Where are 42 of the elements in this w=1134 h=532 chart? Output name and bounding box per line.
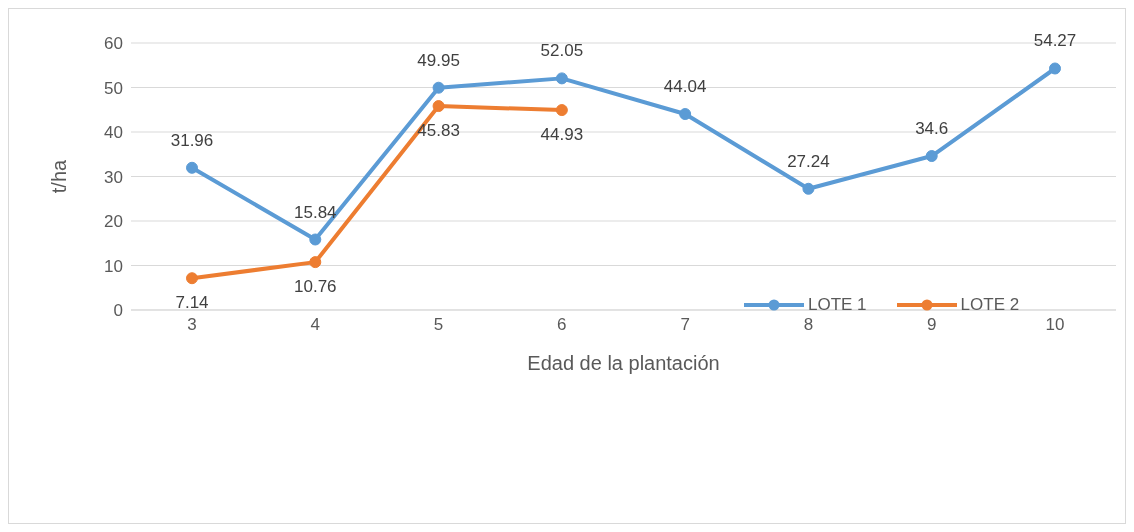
y-tick-label: 20 bbox=[104, 212, 123, 232]
point bbox=[802, 182, 815, 195]
y-tick-label: 40 bbox=[104, 123, 123, 143]
point bbox=[555, 72, 568, 85]
data-label: 7.14 bbox=[175, 293, 209, 313]
point bbox=[555, 104, 568, 117]
point bbox=[186, 272, 198, 285]
point bbox=[309, 256, 322, 269]
legend-label: LOTE 1 bbox=[808, 295, 867, 315]
data-label: 49.95 bbox=[417, 50, 460, 70]
x-tick-label: 9 bbox=[926, 315, 937, 335]
point bbox=[432, 100, 445, 113]
y-tick-label: 50 bbox=[104, 78, 123, 98]
x-tick-label: 3 bbox=[187, 315, 197, 335]
point bbox=[925, 150, 938, 163]
data-label: 34.6 bbox=[915, 119, 949, 139]
y-tick-label: 0 bbox=[113, 301, 123, 321]
x-tick-label: 4 bbox=[310, 315, 321, 335]
data-label: 44.93 bbox=[540, 125, 584, 145]
data-label: 54.27 bbox=[1033, 31, 1077, 51]
data-label: 52.05 bbox=[540, 41, 584, 61]
point bbox=[679, 108, 692, 121]
x-tick-label: 7 bbox=[680, 315, 690, 335]
y-tick-label: 10 bbox=[104, 256, 123, 276]
data-label: 15.84 bbox=[294, 202, 337, 222]
x-tick-label: 5 bbox=[433, 315, 444, 335]
point bbox=[309, 233, 322, 246]
legend-label: LOTE 2 bbox=[960, 295, 1020, 315]
data-label: 27.24 bbox=[787, 151, 830, 171]
data-label: 44.04 bbox=[663, 77, 707, 97]
data-label: 10.76 bbox=[294, 277, 337, 297]
data-label: 31.96 bbox=[170, 130, 214, 150]
y-axis-title: t/ha bbox=[48, 158, 71, 194]
x-tick-label: 6 bbox=[557, 315, 567, 335]
x-tick-label: 8 bbox=[803, 315, 814, 335]
y-tick-label: 60 bbox=[104, 34, 123, 54]
point bbox=[432, 81, 445, 94]
point bbox=[1049, 62, 1061, 75]
y-tick-label: 30 bbox=[104, 167, 123, 187]
point bbox=[186, 161, 198, 174]
x-axis-title: Edad de la plantación bbox=[527, 352, 720, 374]
x-tick-label: 10 bbox=[1045, 315, 1065, 335]
